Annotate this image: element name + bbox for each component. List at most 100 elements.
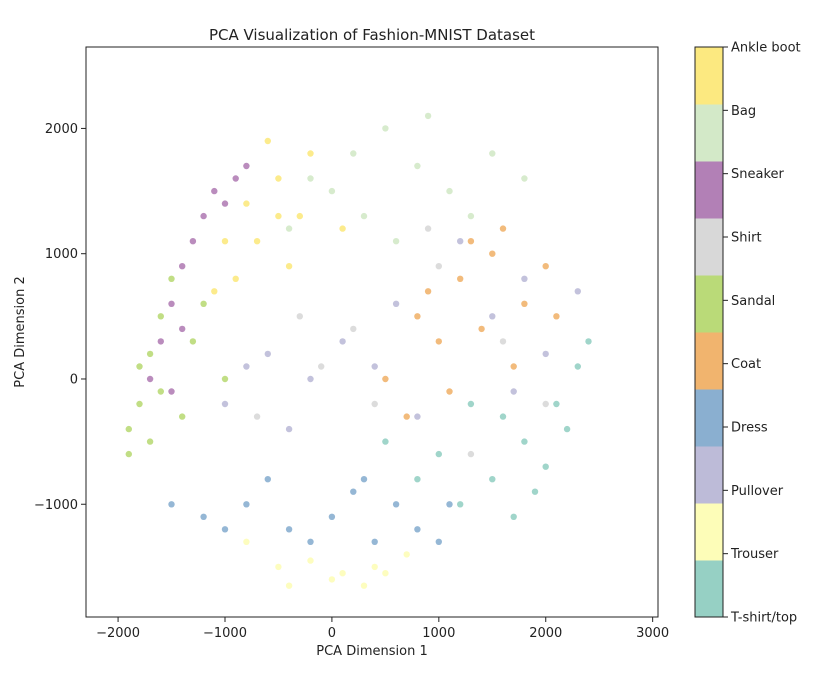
colorbar-segment: [695, 560, 723, 618]
colorbar-label: Shirt: [731, 231, 762, 246]
scatter-point-1-2: [382, 570, 389, 577]
scatter-point-0-8: [499, 413, 507, 420]
scatter-point-3-10: [264, 476, 271, 483]
colorbar-label: Sneaker: [731, 167, 785, 182]
scatter-point-4-8: [478, 325, 485, 333]
scatter-point-8-2: [414, 162, 421, 170]
colorbar-segment: [695, 218, 723, 276]
scatter-point-0-11: [414, 476, 421, 483]
scatter-point-4-0: [414, 313, 421, 320]
scatter-point-4-10: [446, 388, 453, 395]
scatter-point-2-1: [307, 375, 314, 383]
x-tick-label: 0: [328, 626, 336, 641]
scatter-points: [125, 112, 592, 589]
scatter-point-3-9: [392, 501, 400, 508]
scatter-point-8-6: [392, 238, 400, 245]
scatter-point-5-7: [189, 338, 197, 345]
scatter-point-2-7: [521, 275, 528, 282]
scatter-point-3-14: [221, 526, 229, 533]
scatter-point-0-7: [435, 450, 442, 458]
scatter-point-0-10: [467, 400, 475, 408]
colorbar: T-shirt/top Trouser Pullover Dress Coat Sanda…: [694, 41, 801, 626]
scatter-point-7-4: [146, 375, 154, 383]
scatter-point-9-11: [275, 212, 282, 220]
scatter-point-7-1: [179, 263, 186, 270]
scatter-point-4-14: [403, 413, 410, 420]
scatter-point-1-7: [339, 570, 346, 577]
scatter-point-9-4: [296, 212, 303, 220]
scatter-point-0-12: [382, 438, 389, 445]
scatter-point-8-3: [307, 175, 314, 182]
scatter-point-4-2: [489, 250, 496, 257]
colorbar-label: T-shirt/top: [730, 611, 797, 626]
scatter-point-1-5: [243, 538, 250, 545]
scatter-point-1-3: [307, 557, 314, 564]
scatter-point-1-6: [403, 551, 410, 558]
scatter-point-4-5: [499, 225, 507, 232]
scatter-point-7-7: [232, 175, 239, 182]
scatter-point-3-6: [446, 501, 453, 508]
x-tick-label: −2000: [96, 626, 140, 641]
scatter-point-4-6: [542, 263, 549, 270]
colorbar-label: Sandal: [731, 294, 775, 309]
scatter-point-4-4: [435, 338, 442, 345]
scatter-point-7-8: [168, 388, 175, 395]
scatter-point-2-14: [510, 388, 517, 395]
colorbar-segment: [695, 389, 723, 447]
colorbar-segment: [695, 446, 723, 504]
colorbar-label: Bag: [731, 104, 756, 119]
scatter-point-8-5: [360, 212, 368, 220]
scatter-point-2-2: [371, 363, 378, 370]
scatter-point-2-10: [457, 238, 464, 245]
plot-frame: [85, 46, 659, 618]
scatter-point-8-8: [424, 112, 432, 120]
scatter-point-7-9: [221, 200, 229, 207]
colorbar-segment: [695, 332, 723, 390]
scatter-point-8-11: [285, 225, 293, 232]
scatter-point-2-6: [414, 413, 421, 420]
scatter-point-5-4: [168, 275, 175, 282]
scatter-point-4-3: [521, 300, 528, 307]
colorbar-frame: [694, 46, 724, 618]
colorbar-label: Pullover: [731, 484, 784, 499]
colorbar-label: Ankle boot: [731, 41, 801, 56]
colorbar-segment: [695, 503, 723, 561]
scatter-point-0-2: [489, 476, 496, 483]
scatter-point-7-10: [179, 325, 186, 333]
scatter-point-2-11: [574, 288, 581, 295]
scatter-point-0-4: [457, 501, 464, 508]
scatter-point-3-8: [350, 488, 357, 495]
scatter-point-5-5: [179, 413, 186, 420]
scatter-point-6-7: [318, 363, 325, 370]
scatter-point-0-3: [574, 363, 581, 370]
scatter-point-2-0: [264, 350, 271, 358]
scatter-point-1-4: [360, 582, 368, 589]
scatter-point-6-6: [467, 450, 475, 458]
scatter-point-8-0: [350, 150, 357, 157]
scatter-point-5-3: [157, 313, 164, 320]
scatter-point-3-4: [371, 538, 378, 545]
scatter-point-3-11: [435, 538, 442, 545]
scatter-point-4-9: [510, 363, 517, 370]
scatter-point-7-5: [200, 212, 207, 220]
scatter-point-0-1: [553, 400, 560, 408]
scatter-point-4-13: [467, 238, 475, 245]
scatter-point-5-10: [221, 375, 229, 383]
scatter-point-0-5: [531, 488, 539, 495]
scatter-point-1-8: [285, 582, 293, 589]
scatter-point-6-2: [435, 263, 442, 270]
scatter-point-4-12: [553, 313, 560, 320]
scatter-point-9-9: [211, 288, 218, 295]
y-tick-label: 0: [70, 372, 78, 387]
scatter-point-5-12: [157, 388, 164, 395]
scatter-point-8-9: [328, 187, 336, 195]
x-axis-ticks: −2000 −1000 0 1000 2000 3000: [96, 617, 669, 641]
scatter-point-8-1: [382, 125, 389, 132]
scatter-point-0-0: [521, 438, 528, 445]
x-tick-label: −1000: [203, 626, 247, 641]
scatter-point-2-5: [221, 400, 229, 408]
scatter-point-2-3: [489, 313, 496, 320]
scatter-point-5-9: [200, 300, 207, 307]
scatter-point-2-12: [392, 300, 400, 307]
